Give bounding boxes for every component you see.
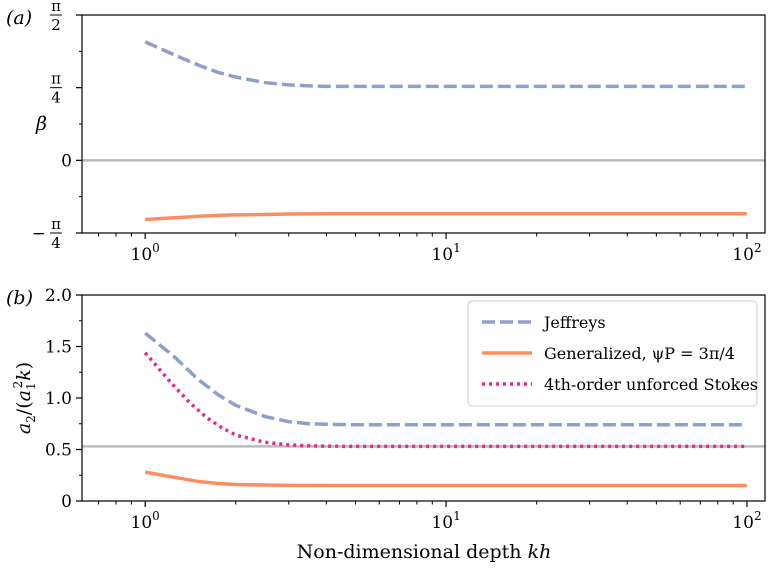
- svg-text:−: −: [32, 224, 46, 244]
- y-tick-label: 1.0: [45, 389, 72, 409]
- y-tick-label-fraction: π4: [50, 70, 62, 107]
- series-line-stokes4: [143, 351, 747, 449]
- panel-a-ylabel: β: [35, 113, 47, 135]
- y-tick-label: 0: [61, 492, 72, 512]
- legend-label-stokes: 4th-order unforced Stokes: [544, 375, 758, 394]
- panel-b-series: [143, 331, 747, 488]
- panel-b-x-ticks: 100 101 102: [98, 501, 762, 533]
- panel-b-xlabel: Non-dimensional depth kh: [297, 541, 552, 563]
- y-tick-label: 0.5: [45, 441, 72, 461]
- svg-text:4: 4: [51, 234, 61, 252]
- svg-text:π: π: [51, 70, 61, 88]
- panel-b-label: (b): [6, 287, 33, 309]
- y-tick-label: 1.5: [45, 338, 72, 358]
- legend-label-generalized: Generalized, ψP = 3π/4: [544, 344, 735, 363]
- series-line-jeffreys: [144, 40, 747, 89]
- x-tick-label: 100: [131, 509, 160, 533]
- panel-a-frame: [81, 14, 766, 234]
- y-tick-label: 0: [61, 151, 72, 171]
- x-tick-label: 100: [131, 241, 160, 265]
- panel-b: (b) 0 0.5 1.0 1.5 2.0 100 101 102 a2/(a12k) No…: [6, 286, 766, 563]
- svg-text:π: π: [51, 215, 61, 233]
- series-line-generalized: [145, 212, 747, 222]
- legend-item-stokes: 4th-order unforced Stokes: [482, 375, 758, 394]
- y-tick-label-fraction: π4−: [32, 215, 62, 252]
- svg-text:π: π: [51, 0, 61, 15]
- panel-a-x-ticks: 100 101 102: [98, 233, 762, 265]
- legend-frame: [467, 300, 758, 407]
- legend-item-jeffreys: Jeffreys: [482, 313, 606, 332]
- legend-label-jeffreys: Jeffreys: [542, 313, 606, 332]
- svg-text:2: 2: [51, 16, 61, 34]
- svg-text:a2/(a12k): a2/(a12k): [11, 362, 38, 434]
- y-tick-label-fraction: π2: [50, 0, 62, 34]
- panel-a-label: (a): [6, 7, 32, 29]
- panel-b-ylabel: a2/(a12k): [11, 362, 38, 434]
- svg-text:4: 4: [51, 89, 61, 107]
- y-tick-label: 2.0: [45, 286, 72, 306]
- x-tick-label: 101: [431, 241, 460, 265]
- x-tick-label: 102: [732, 241, 761, 265]
- panel-b-y-ticks: 0 0.5 1.0 1.5 2.0: [45, 286, 82, 512]
- x-tick-label: 101: [431, 509, 460, 533]
- series-line-jeffreys: [144, 331, 747, 427]
- legend-item-generalized: Generalized, ψP = 3π/4: [482, 344, 735, 363]
- panel-a-series: [144, 40, 747, 222]
- x-tick-label: 102: [732, 509, 761, 533]
- series-line-generalized: [144, 470, 747, 488]
- legend: Jeffreys Generalized, ψP = 3π/4 4th-orde…: [467, 300, 758, 407]
